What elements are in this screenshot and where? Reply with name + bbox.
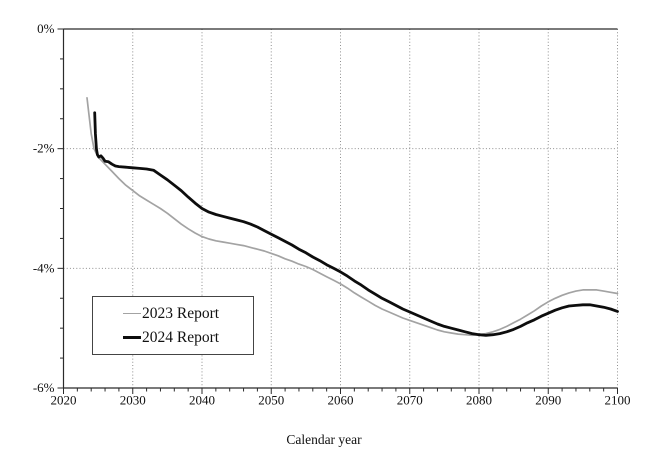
svg-text:2050: 2050 (258, 393, 284, 408)
legend-label-2023-report: 2023 Report (142, 304, 220, 322)
svg-text:0%: 0% (37, 21, 55, 36)
legend-line-sample-black (123, 336, 141, 339)
svg-text:2030: 2030 (120, 393, 146, 408)
svg-text:2100: 2100 (605, 393, 631, 408)
svg-text:-6%: -6% (33, 380, 55, 395)
svg-text:2070: 2070 (397, 393, 423, 408)
svg-text:-2%: -2% (33, 141, 55, 156)
legend: 2023 Report 2024 Report (92, 296, 254, 355)
svg-text:2020: 2020 (51, 393, 77, 408)
svg-text:2090: 2090 (535, 393, 561, 408)
legend-item-2023-report: 2023 Report (123, 306, 253, 322)
legend-item-2024-report: 2024 Report (123, 330, 253, 346)
legend-line-sample-gray (123, 312, 141, 315)
legend-label-2024-report: 2024 Report (142, 328, 220, 346)
svg-text:2060: 2060 (328, 393, 354, 408)
x-axis-title: Calendar year (286, 432, 362, 447)
svg-text:2080: 2080 (466, 393, 492, 408)
svg-text:2040: 2040 (189, 393, 215, 408)
svg-text:-4%: -4% (33, 260, 55, 275)
